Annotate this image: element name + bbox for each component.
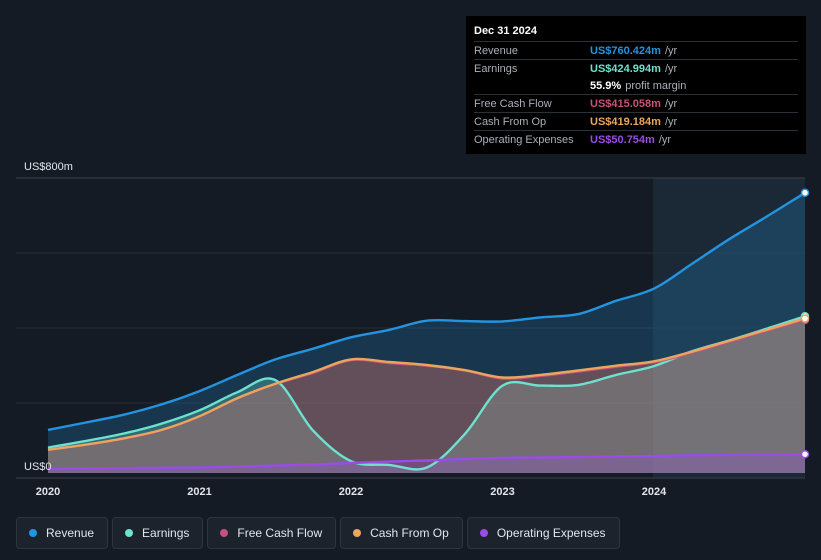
- y-axis-top-label: US$800m: [24, 161, 73, 173]
- legend-item-earnings[interactable]: Earnings: [112, 517, 204, 549]
- profit-margin-value: 55.9%: [590, 79, 622, 92]
- cash-from-op-line: [47, 317, 806, 451]
- cash-from-op-end-marker: [800, 314, 810, 323]
- x-tick-label: 2024: [642, 486, 667, 498]
- legend-item-operating-expenses[interactable]: Operating Expenses: [466, 517, 620, 549]
- tooltip-unit: /yr: [658, 133, 672, 146]
- legend-dot-icon: [125, 529, 134, 537]
- tooltip-unit: /yr: [664, 62, 678, 75]
- tooltip-label: Earnings: [474, 62, 518, 75]
- legend-label: Revenue: [46, 526, 95, 540]
- legend-item-free-cash-flow[interactable]: Free Cash Flow: [207, 517, 337, 549]
- tooltip-row-operating-expenses: Operating Expenses US$50.754m /yr: [474, 130, 798, 148]
- legend-label: Free Cash Flow: [237, 526, 323, 540]
- tooltip-label: Free Cash Flow: [474, 97, 552, 110]
- tooltip-value: US$760.424m: [590, 44, 661, 57]
- legend-label: Earnings: [142, 526, 190, 540]
- tooltip-date: Dec 31 2024: [474, 25, 537, 37]
- tooltip-value: US$50.754m: [590, 133, 655, 146]
- tooltip-label: Operating Expenses: [474, 133, 574, 146]
- legend-item-revenue[interactable]: Revenue: [16, 517, 109, 549]
- legend-label: Cash From Op: [370, 526, 449, 540]
- operating-expenses-area: [48, 454, 805, 473]
- tooltip-label: Cash From Op: [474, 115, 547, 128]
- tooltip-label: Revenue: [474, 44, 519, 57]
- legend-label: Operating Expenses: [496, 526, 606, 540]
- revenue-end-marker: [800, 188, 810, 197]
- tooltip-unit: /yr: [664, 44, 678, 57]
- tooltip-row-revenue: Revenue US$760.424m /yr: [474, 41, 798, 59]
- legend-item-cash-from-op[interactable]: Cash From Op: [340, 517, 463, 549]
- revenue-area: [48, 192, 805, 474]
- revenue-line: [47, 191, 806, 432]
- profit-margin-text: profit margin: [625, 79, 687, 92]
- x-tick-label: 2023: [490, 486, 514, 498]
- tooltip-row-profit-margin: 55.9% profit margin: [474, 77, 798, 94]
- x-tick-label: 2020: [36, 486, 60, 498]
- legend-dot-icon: [353, 529, 362, 537]
- tooltip-value: US$415.058m: [590, 97, 661, 110]
- tooltip-row-free-cash-flow: Free Cash Flow US$415.058m /yr: [474, 94, 798, 112]
- tooltip-value: US$419.184m: [590, 115, 661, 128]
- earnings-area: [48, 316, 805, 473]
- y-axis-bottom-label: US$0: [24, 461, 52, 473]
- chart-legend: Revenue Earnings Free Cash Flow Cash Fro…: [16, 517, 620, 549]
- free-cash-flow-area: [48, 320, 805, 473]
- legend-dot-icon: [220, 529, 229, 537]
- x-tick-label: 2022: [339, 486, 363, 498]
- operating-expenses-line: [47, 453, 806, 471]
- tooltip-row-earnings: Earnings US$424.994m /yr: [474, 59, 798, 77]
- tooltip-row-cash-from-op: Cash From Op US$419.184m /yr: [474, 112, 798, 130]
- tooltip-unit: /yr: [664, 97, 678, 110]
- cash-from-op-area: [48, 318, 805, 473]
- x-tick-label: 2021: [187, 486, 211, 498]
- tooltip-panel: Dec 31 2024 Revenue US$760.424m /yr Earn…: [466, 16, 806, 154]
- operating-expenses-end-marker: [800, 449, 810, 459]
- tooltip-unit: /yr: [664, 115, 678, 128]
- legend-dot-icon: [479, 529, 488, 537]
- legend-dot-icon: [29, 529, 37, 537]
- tooltip-value: US$424.994m: [590, 62, 661, 75]
